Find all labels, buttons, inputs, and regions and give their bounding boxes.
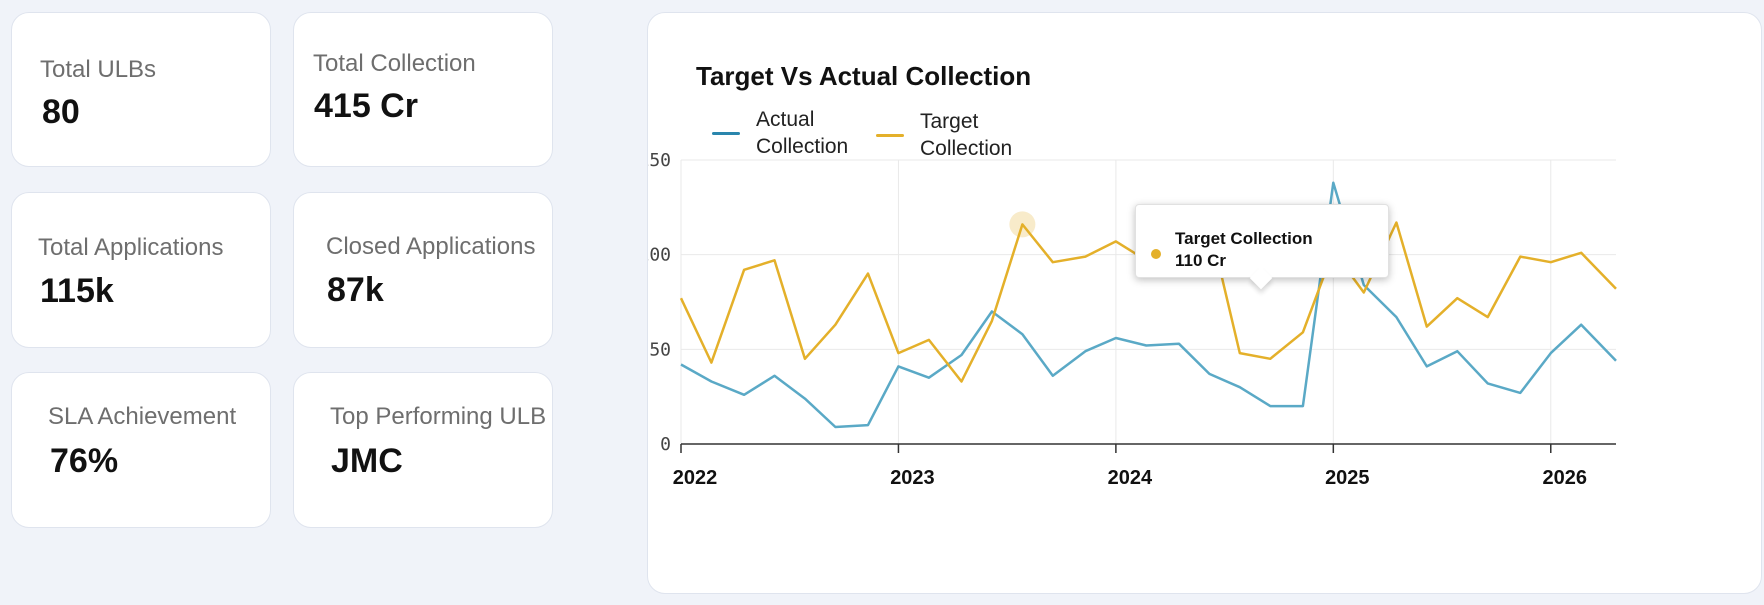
legend-item-actual[interactable]: Actual Collection bbox=[712, 106, 866, 160]
legend-label-actual: Actual Collection bbox=[756, 108, 849, 158]
x-tick-label: 2024 bbox=[1108, 467, 1153, 489]
x-tick-label: 2022 bbox=[673, 467, 718, 489]
legend-swatch-target bbox=[876, 133, 904, 137]
tooltip-series-name: Target Collection bbox=[1175, 229, 1313, 248]
y-tick-label: 50 bbox=[649, 339, 671, 360]
kpi-card-total-ulbs: Total ULBs 80 bbox=[11, 12, 271, 167]
kpi-label: SLA Achievement bbox=[48, 403, 237, 430]
x-tick-label: 2023 bbox=[890, 467, 935, 489]
tooltip-series-dot bbox=[1151, 249, 1161, 259]
kpi-label: Closed Applications bbox=[326, 233, 536, 260]
legend-item-target[interactable]: Target Collection bbox=[876, 108, 1030, 162]
chart-card: Target Vs Actual Collection Actual Colle… bbox=[647, 12, 1762, 594]
x-tick-label: 2025 bbox=[1325, 467, 1370, 489]
y-tick-label: 0 bbox=[660, 434, 671, 455]
highlight-marker bbox=[1009, 211, 1036, 238]
legend-swatch-actual bbox=[712, 131, 740, 135]
kpi-value: JMC bbox=[331, 442, 403, 480]
kpi-card-top-performing-ulb: Top Performing ULB JMC bbox=[293, 372, 553, 528]
kpi-label: Top Performing ULB bbox=[330, 403, 547, 430]
kpi-label: Total Applications bbox=[38, 234, 224, 261]
kpi-card-sla-achievement: SLA Achievement 76% bbox=[11, 372, 271, 528]
series-line-actual bbox=[680, 181, 1617, 429]
kpi-label: Total ULBs bbox=[40, 56, 157, 83]
kpi-value: 76% bbox=[50, 442, 119, 480]
x-tick-label: 2026 bbox=[1543, 467, 1588, 489]
kpi-value: 80 bbox=[42, 93, 80, 131]
kpi-value: 115k bbox=[40, 272, 114, 310]
kpi-value: 415 Cr bbox=[314, 87, 418, 125]
legend-label-target: Target Collection bbox=[920, 110, 1013, 160]
kpi-card-closed-applications: Closed Applications 87k bbox=[293, 192, 553, 348]
chart-tooltip: Target Collection 110 Cr bbox=[1135, 204, 1389, 290]
chart-title: Target Vs Actual Collection bbox=[696, 61, 1032, 91]
kpi-label: Total Collection bbox=[313, 50, 476, 77]
kpi-card-total-applications: Total Applications 115k bbox=[11, 192, 271, 348]
y-tick-label: 100 bbox=[648, 245, 671, 266]
chart-plot[interactable]: 0 50 100 150 2022 2023 2024 2025 2026 bbox=[648, 13, 1763, 595]
kpi-value: 87k bbox=[327, 271, 384, 309]
kpi-card-total-collection: Total Collection 415 Cr bbox=[293, 12, 553, 167]
y-tick-label: 150 bbox=[648, 150, 671, 171]
tooltip-value: 110 Cr bbox=[1175, 251, 1227, 270]
